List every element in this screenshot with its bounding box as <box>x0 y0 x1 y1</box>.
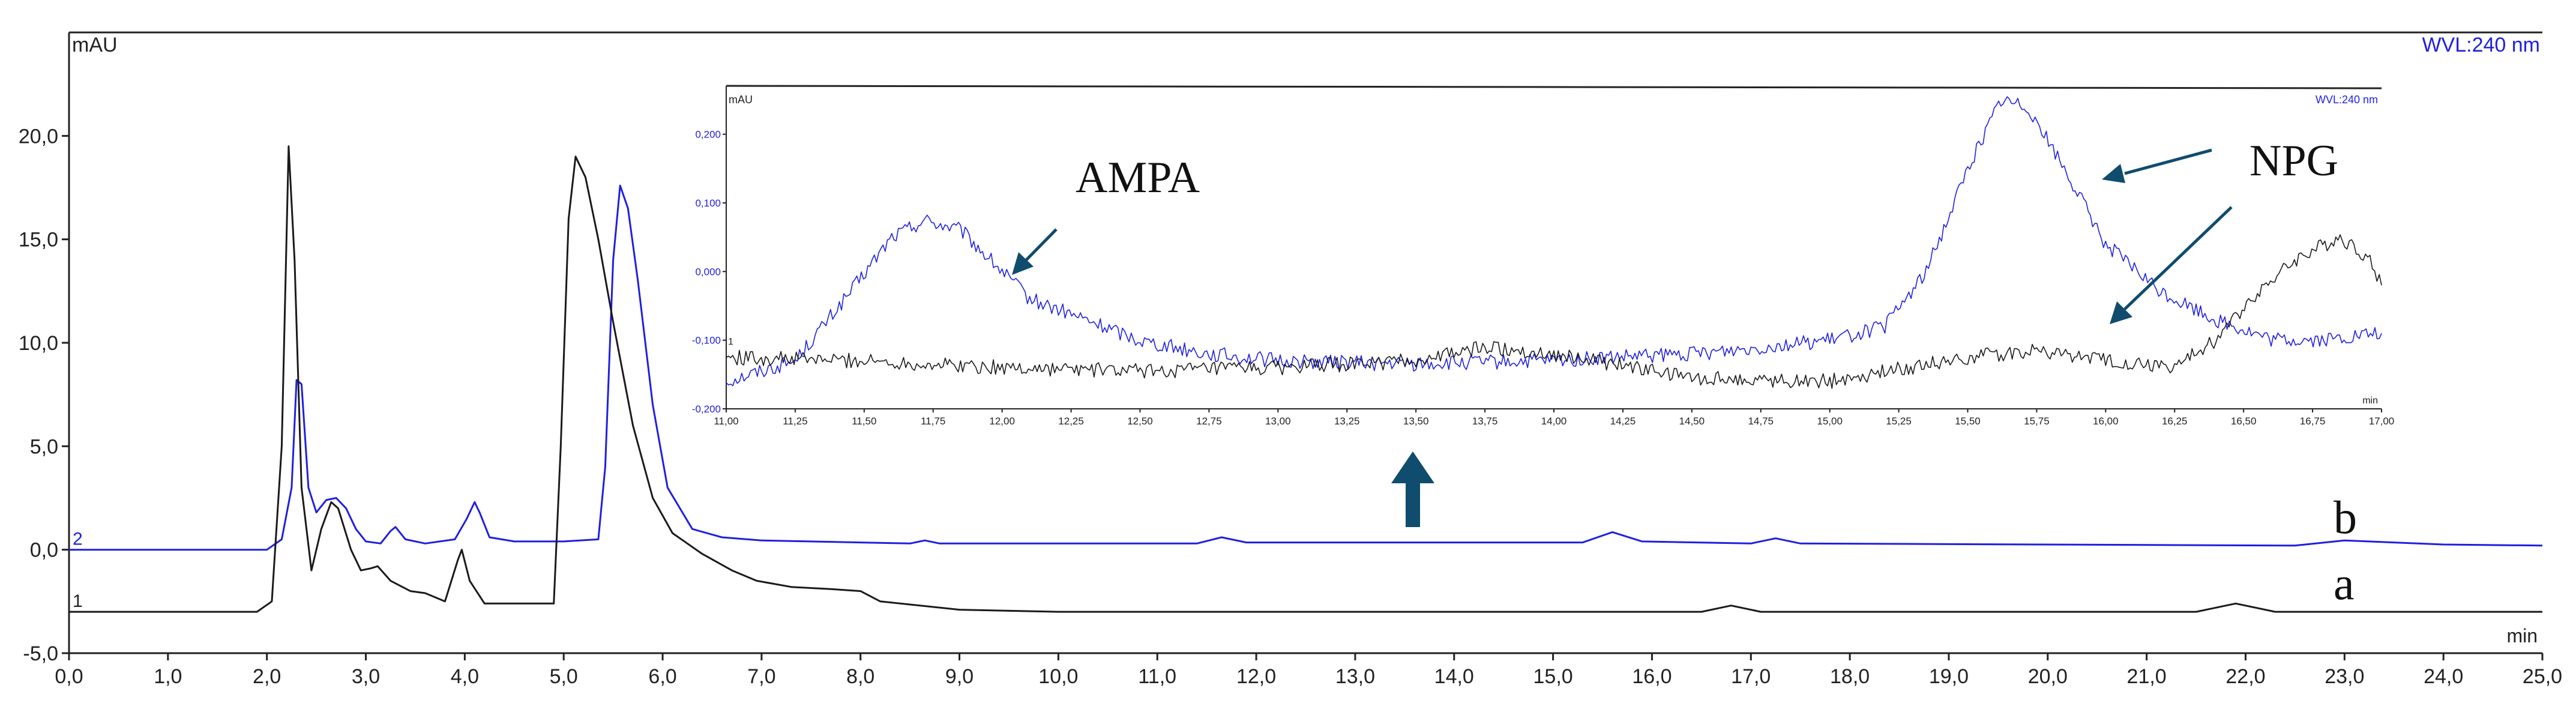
inset-y-tick-label: 0,000 <box>695 266 721 277</box>
main-x-tick-label: 24,0 <box>2424 665 2463 688</box>
inset-y-unit-label: mAU <box>729 94 753 106</box>
main-x-tick-label: 13,0 <box>1335 665 1375 688</box>
main-y-tick-label: 10,0 <box>19 332 58 355</box>
inset-x-tick-label: 16,00 <box>2093 415 2119 427</box>
inset-x-tick-label: 11,25 <box>783 415 807 427</box>
trace-number-b: 2 <box>73 529 83 549</box>
inset-x-tick-label: 11,75 <box>921 415 945 427</box>
annotation-ampa: AMPA <box>1076 153 1200 202</box>
arrow-to-npg-blue-peak-head <box>2102 164 2125 183</box>
main-x-tick-label: 16,0 <box>1632 665 1672 688</box>
inset-x-tick-label: 12,25 <box>1058 415 1084 427</box>
main-series-line-a <box>69 145 2542 613</box>
main-x-tick-label: 19,0 <box>1929 665 1969 688</box>
main-wavelength-label: WVL:240 nm <box>2422 34 2540 56</box>
main-x-tick-label: 14,0 <box>1434 665 1474 688</box>
series-label-a: a <box>2334 557 2355 609</box>
main-x-tick-label: 8,0 <box>846 665 874 688</box>
annotation-arrows <box>1012 148 2233 324</box>
arrow-to-ampa-peak-head <box>1012 252 1034 275</box>
arrow-to-ampa-peak <box>1022 228 1058 264</box>
arrow-to-npg-black-region-head <box>2110 301 2132 324</box>
main-x-unit-label: min <box>2506 625 2538 647</box>
main-x-tick-label: 17,0 <box>1731 665 1771 688</box>
inset-x-ticks: 11,00 11,25 11,50 11,75 12,00 12,25 12,50 12,75… <box>714 409 2394 427</box>
inset-x-tick-label: 12,00 <box>989 415 1015 427</box>
inset-x-tick-label: 16,75 <box>2300 415 2326 427</box>
main-x-tick-label: 22,0 <box>2225 665 2265 688</box>
annotation-npg: NPG <box>2249 136 2338 186</box>
inset-series-group <box>726 96 2382 389</box>
inset-x-tick-label: 13,50 <box>1403 415 1429 427</box>
main-x-tick-label: 25,0 <box>2523 665 2562 688</box>
inset-x-tick-label: 11,50 <box>852 415 876 427</box>
main-chart: mAU min WVL:240 nm -5,00,05,010,015,020,… <box>19 31 2562 688</box>
main-x-tick-label: 23,0 <box>2325 665 2364 688</box>
inset-y-tick-label: 0,200 <box>695 129 721 140</box>
main-y-ticks: -5,0 0,0 5,0 10,0 15,0 20,0 <box>19 125 69 665</box>
main-x-tick-label: 2,0 <box>253 665 281 688</box>
main-x-tick-label: 18,0 <box>1830 665 1870 688</box>
main-x-tick-label: 20,0 <box>2028 665 2068 688</box>
inset-top-border <box>726 85 2382 89</box>
inset-chart: mAU min WVL:240 nm 1 -0,200 -0,100 0,000 0,… <box>692 85 2394 427</box>
series-label-b: b <box>2334 491 2357 543</box>
inset-y-tick-label: 0,100 <box>695 198 721 209</box>
main-x-tick-label: 4,0 <box>451 665 479 688</box>
main-x-tick-label: 12,0 <box>1236 665 1276 688</box>
main-y-tick-label: 20,0 <box>19 125 58 148</box>
inset-x-tick-label: 16,50 <box>2231 415 2257 427</box>
inset-x-tick-label: 15,75 <box>2024 415 2050 427</box>
main-x-tick-label: 0,0 <box>55 665 83 688</box>
inset-x-tick-label: 17,00 <box>2369 415 2395 427</box>
main-y-tick-label: 0,0 <box>30 539 58 562</box>
inset-trace-marker: 1 <box>728 337 733 347</box>
arrow-to-npg-black-region <box>2123 206 2233 310</box>
main-series-line-b <box>69 184 2543 551</box>
inset-series-line-black <box>726 234 2382 389</box>
main-y-tick-label: 15,0 <box>19 229 58 252</box>
main-x-ticks: 0,0 1,0 2,0 3,0 4,0 5,0 6,0 7,0 8,0 9,0 10,0 11,0 12… <box>55 653 2562 688</box>
inset-x-tick-label: 12,50 <box>1127 415 1153 427</box>
inset-x-tick-label: 14,50 <box>1679 415 1705 427</box>
inset-x-tick-label: 15,50 <box>1955 415 1981 427</box>
main-x-tick-label: 3,0 <box>352 665 380 688</box>
inset-x-tick-label: 12,75 <box>1196 415 1222 427</box>
inset-x-tick-label: 14,00 <box>1541 415 1567 427</box>
inset-x-tick-label: 13,25 <box>1334 415 1360 427</box>
main-y-tick-label: 5,0 <box>30 435 58 458</box>
inset-y-ticks: -0,200 -0,100 0,000 0,100 0,200 <box>692 129 726 415</box>
up-arrow-marker <box>1391 451 1434 527</box>
main-x-tick-label: 9,0 <box>945 665 974 688</box>
arrow-to-npg-blue-peak <box>2124 148 2212 175</box>
main-y-tick-label: -5,0 <box>23 642 58 665</box>
inset-x-tick-label: 16,25 <box>2162 415 2188 427</box>
trace-number-a: 1 <box>73 591 83 611</box>
inset-x-tick-label: 14,25 <box>1610 415 1636 427</box>
up-arrow-shaft <box>1406 480 1420 527</box>
inset-x-tick-label: 13,00 <box>1265 415 1291 427</box>
inset-wavelength-label: WVL:240 nm <box>2316 94 2378 106</box>
main-series-group <box>69 145 2543 613</box>
main-x-tick-label: 5,0 <box>550 665 578 688</box>
inset-x-tick-label: 13,75 <box>1472 415 1498 427</box>
inset-x-tick-label: 11,00 <box>714 415 738 427</box>
inset-background <box>726 86 2382 409</box>
inset-x-tick-label: 15,00 <box>1817 415 1843 427</box>
inset-y-tick-label: -0,200 <box>692 403 721 415</box>
main-x-tick-label: 21,0 <box>2127 665 2167 688</box>
main-x-tick-label: 11,0 <box>1138 665 1176 688</box>
main-x-tick-label: 10,0 <box>1038 665 1078 688</box>
main-x-tick-label: 6,0 <box>648 665 676 688</box>
up-arrow-head <box>1391 451 1434 483</box>
main-x-tick-label: 1,0 <box>154 665 182 688</box>
main-x-tick-label: 15,0 <box>1533 665 1573 688</box>
main-x-tick-label: 7,0 <box>747 665 775 688</box>
inset-y-tick-label: -0,100 <box>692 335 721 346</box>
main-y-unit-label: mAU <box>72 34 118 56</box>
inset-x-tick-label: 15,25 <box>1886 415 1912 427</box>
inset-x-tick-label: 14,75 <box>1748 415 1774 427</box>
inset-x-unit-label: min <box>2362 396 2378 406</box>
